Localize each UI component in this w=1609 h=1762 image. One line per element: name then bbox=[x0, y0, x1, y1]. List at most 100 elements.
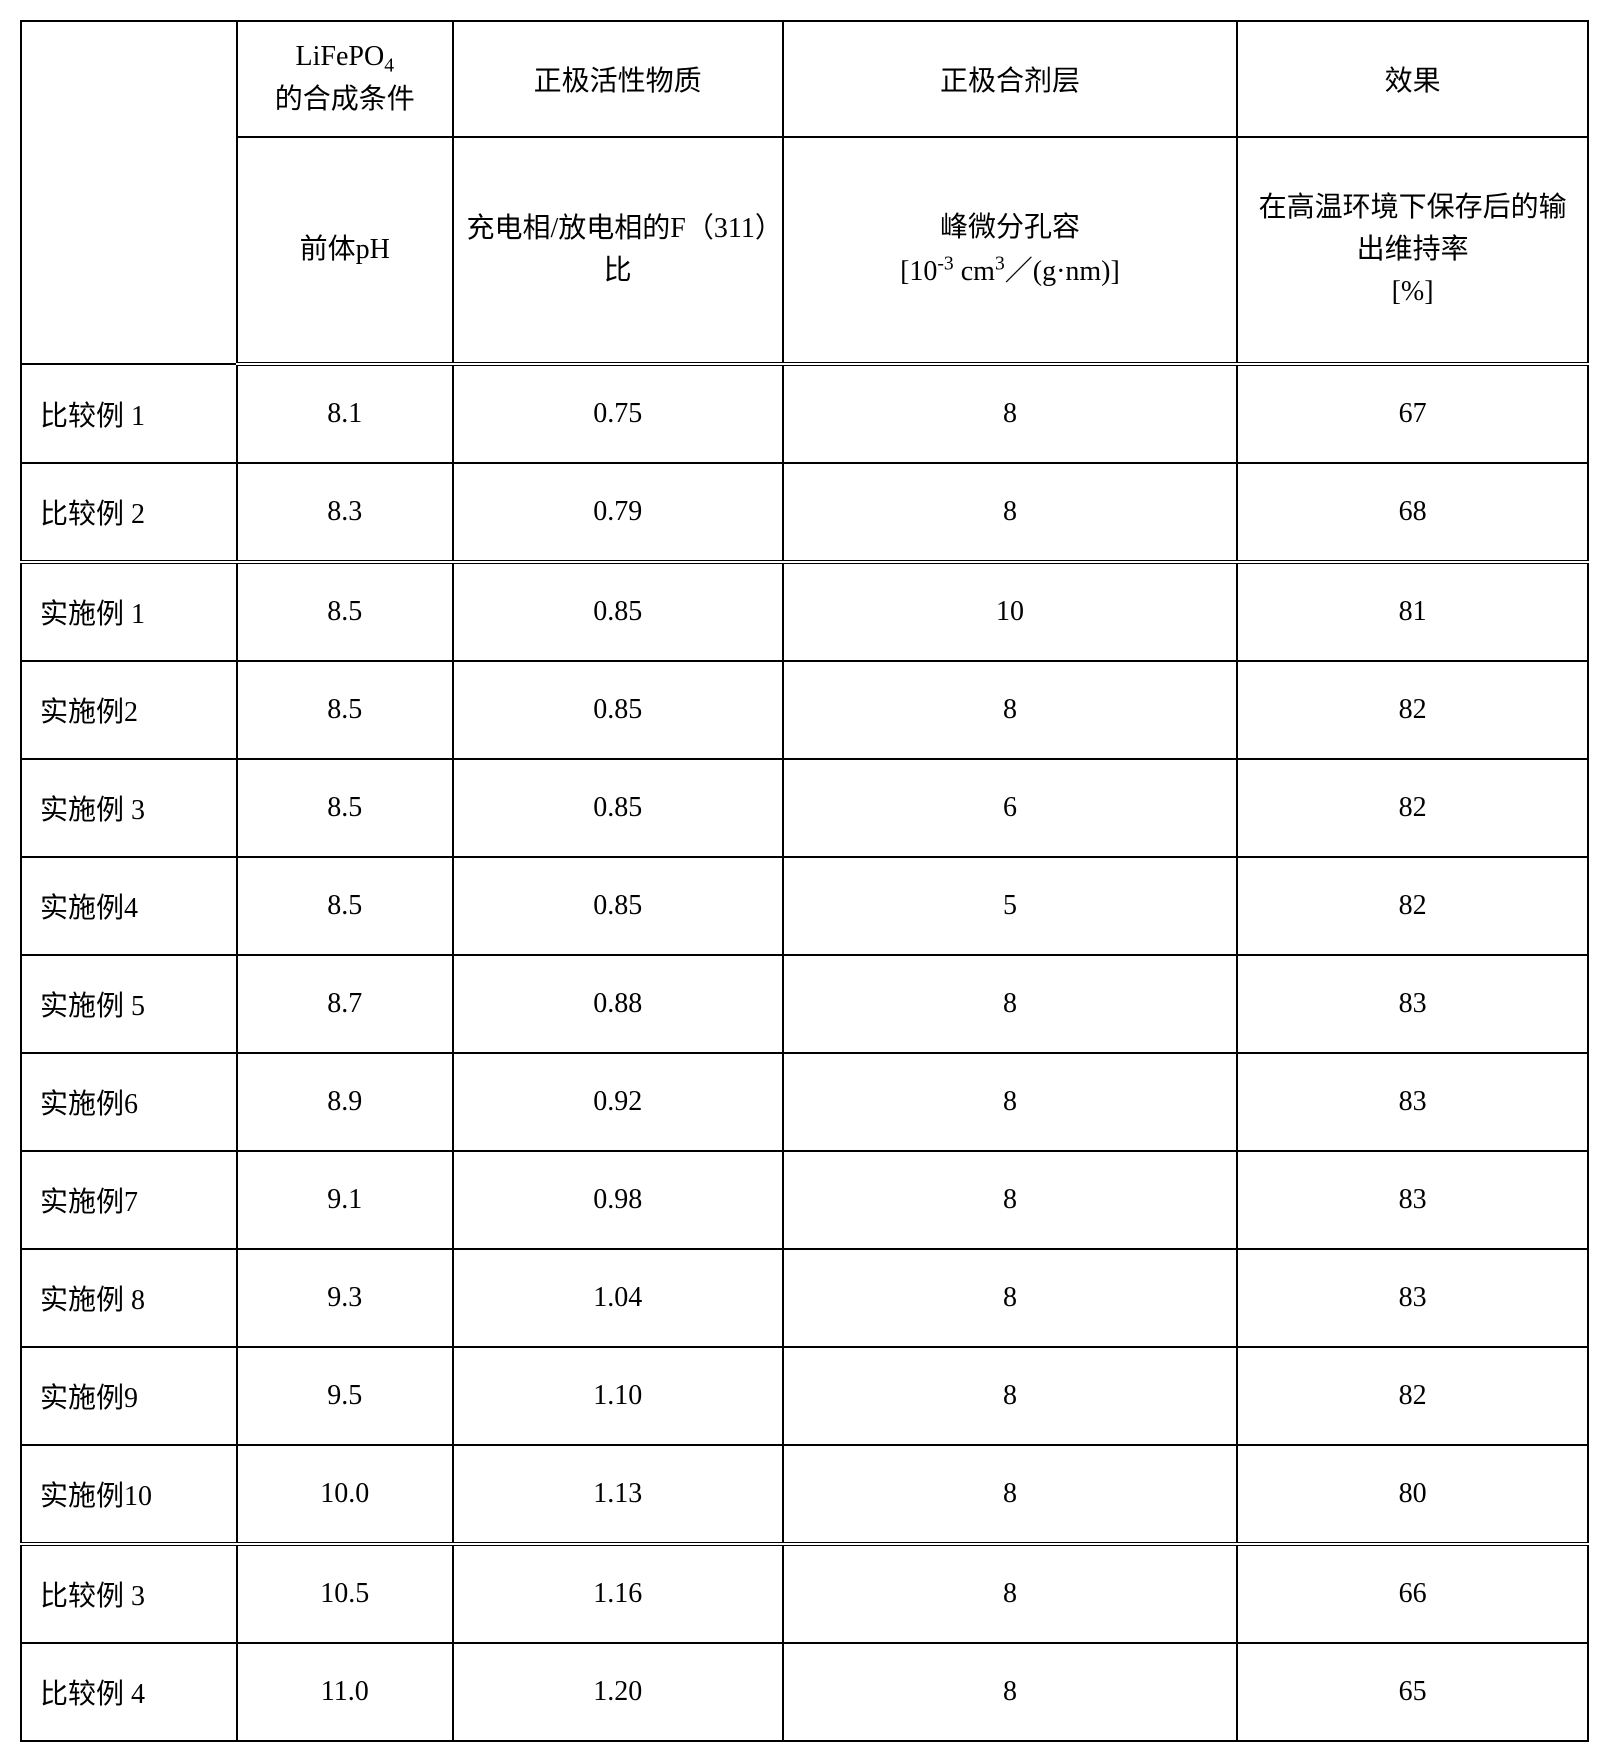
row-label: 实施例 1 bbox=[21, 562, 237, 661]
header-mixture-layer: 正极合剂层 bbox=[783, 21, 1238, 137]
cell-value: 6 bbox=[783, 759, 1238, 857]
table-row: 实施例 58.70.88883 bbox=[21, 955, 1588, 1053]
header-text: LiFePO4的合成条件 bbox=[275, 41, 415, 116]
table-row: 比较例 28.30.79868 bbox=[21, 463, 1588, 562]
row-label: 实施例6 bbox=[21, 1053, 237, 1151]
cell-value: 5 bbox=[783, 857, 1238, 955]
cell-value: 8.5 bbox=[237, 759, 453, 857]
cell-value: 8 bbox=[783, 463, 1238, 562]
cell-value: 10.0 bbox=[237, 1445, 453, 1544]
cell-value: 0.85 bbox=[453, 759, 783, 857]
cell-value: 8 bbox=[783, 955, 1238, 1053]
subheader-ph: 前体pH bbox=[237, 137, 453, 364]
table-row: 实施例68.90.92883 bbox=[21, 1053, 1588, 1151]
cell-value: 9.5 bbox=[237, 1347, 453, 1445]
cell-value: 8 bbox=[783, 1643, 1238, 1741]
cell-value: 8 bbox=[783, 661, 1238, 759]
cell-value: 66 bbox=[1237, 1544, 1588, 1643]
cell-value: 8.9 bbox=[237, 1053, 453, 1151]
cell-value: 8 bbox=[783, 1347, 1238, 1445]
cell-value: 11.0 bbox=[237, 1643, 453, 1741]
subheader-retention: 在高温环境下保存后的输出维持率 [%] bbox=[1237, 137, 1588, 364]
cell-value: 0.79 bbox=[453, 463, 783, 562]
row-label: 实施例 8 bbox=[21, 1249, 237, 1347]
table-row: 实施例28.50.85882 bbox=[21, 661, 1588, 759]
cell-value: 83 bbox=[1237, 1249, 1588, 1347]
cell-value: 0.98 bbox=[453, 1151, 783, 1249]
cell-value: 8 bbox=[783, 1151, 1238, 1249]
cell-value: 8.7 bbox=[237, 955, 453, 1053]
cell-value: 82 bbox=[1237, 759, 1588, 857]
header-effect: 效果 bbox=[1237, 21, 1588, 137]
cell-value: 8.1 bbox=[237, 364, 453, 463]
cell-value: 68 bbox=[1237, 463, 1588, 562]
table-row: 实施例 18.50.851081 bbox=[21, 562, 1588, 661]
row-label: 实施例4 bbox=[21, 857, 237, 955]
row-label: 比较例 1 bbox=[21, 364, 237, 463]
table-row: 实施例1010.01.13880 bbox=[21, 1445, 1588, 1544]
cell-value: 80 bbox=[1237, 1445, 1588, 1544]
row-label: 实施例 3 bbox=[21, 759, 237, 857]
cell-value: 8 bbox=[783, 1053, 1238, 1151]
row-label: 实施例2 bbox=[21, 661, 237, 759]
cell-value: 83 bbox=[1237, 955, 1588, 1053]
cell-value: 8 bbox=[783, 1445, 1238, 1544]
cell-value: 1.13 bbox=[453, 1445, 783, 1544]
cell-value: 83 bbox=[1237, 1053, 1588, 1151]
subheader-pore-line1: 峰微分孔容 bbox=[940, 212, 1080, 243]
data-table: LiFePO4的合成条件 正极活性物质 正极合剂层 效果 前体pH 充电相/放电… bbox=[20, 20, 1589, 1742]
subheader-retention-unit: [%] bbox=[1392, 276, 1434, 307]
cell-value: 10 bbox=[783, 562, 1238, 661]
table-row: 实施例79.10.98883 bbox=[21, 1151, 1588, 1249]
cell-value: 1.20 bbox=[453, 1643, 783, 1741]
row-label: 实施例7 bbox=[21, 1151, 237, 1249]
table-row: 实施例48.50.85582 bbox=[21, 857, 1588, 955]
header-row-1: LiFePO4的合成条件 正极活性物质 正极合剂层 效果 bbox=[21, 21, 1588, 137]
cell-value: 83 bbox=[1237, 1151, 1588, 1249]
header-row-2: 前体pH 充电相/放电相的F（311）比 峰微分孔容 [10-3 cm3／(g·… bbox=[21, 137, 1588, 364]
cell-value: 82 bbox=[1237, 857, 1588, 955]
subheader-f311: 充电相/放电相的F（311）比 bbox=[453, 137, 783, 364]
cell-value: 82 bbox=[1237, 661, 1588, 759]
table-row: 实施例 38.50.85682 bbox=[21, 759, 1588, 857]
cell-value: 1.10 bbox=[453, 1347, 783, 1445]
row-label: 比较例 2 bbox=[21, 463, 237, 562]
cell-value: 8.5 bbox=[237, 857, 453, 955]
row-label: 实施例9 bbox=[21, 1347, 237, 1445]
header-active-material: 正极活性物质 bbox=[453, 21, 783, 137]
table-body: 比较例 18.10.75867比较例 28.30.79868实施例 18.50.… bbox=[21, 364, 1588, 1741]
cell-value: 8 bbox=[783, 1249, 1238, 1347]
table-row: 实施例99.51.10882 bbox=[21, 1347, 1588, 1445]
table-row: 实施例 89.31.04883 bbox=[21, 1249, 1588, 1347]
table-row: 比较例 411.01.20865 bbox=[21, 1643, 1588, 1741]
cell-value: 0.85 bbox=[453, 857, 783, 955]
cell-value: 8.5 bbox=[237, 661, 453, 759]
cell-value: 9.1 bbox=[237, 1151, 453, 1249]
cell-value: 81 bbox=[1237, 562, 1588, 661]
cell-value: 8 bbox=[783, 1544, 1238, 1643]
cell-value: 0.75 bbox=[453, 364, 783, 463]
subheader-pore-unit: [10-3 cm3／(g·nm)] bbox=[900, 256, 1120, 287]
cell-value: 67 bbox=[1237, 364, 1588, 463]
cell-value: 1.04 bbox=[453, 1249, 783, 1347]
cell-value: 0.88 bbox=[453, 955, 783, 1053]
cell-value: 0.92 bbox=[453, 1053, 783, 1151]
row-label: 实施例10 bbox=[21, 1445, 237, 1544]
row-label: 比较例 4 bbox=[21, 1643, 237, 1741]
table-row: 比较例 310.51.16866 bbox=[21, 1544, 1588, 1643]
row-label: 实施例 5 bbox=[21, 955, 237, 1053]
subheader-pore-volume: 峰微分孔容 [10-3 cm3／(g·nm)] bbox=[783, 137, 1238, 364]
cell-value: 82 bbox=[1237, 1347, 1588, 1445]
cell-value: 8 bbox=[783, 364, 1238, 463]
cell-value: 8.5 bbox=[237, 562, 453, 661]
cell-value: 0.85 bbox=[453, 562, 783, 661]
cell-value: 65 bbox=[1237, 1643, 1588, 1741]
row-label: 比较例 3 bbox=[21, 1544, 237, 1643]
cell-value: 9.3 bbox=[237, 1249, 453, 1347]
subheader-retention-line1: 在高温环境下保存后的输出维持率 bbox=[1259, 192, 1567, 265]
cell-value: 8.3 bbox=[237, 463, 453, 562]
header-blank-cell bbox=[21, 21, 237, 364]
header-synthesis: LiFePO4的合成条件 bbox=[237, 21, 453, 137]
table-row: 比较例 18.10.75867 bbox=[21, 364, 1588, 463]
cell-value: 1.16 bbox=[453, 1544, 783, 1643]
